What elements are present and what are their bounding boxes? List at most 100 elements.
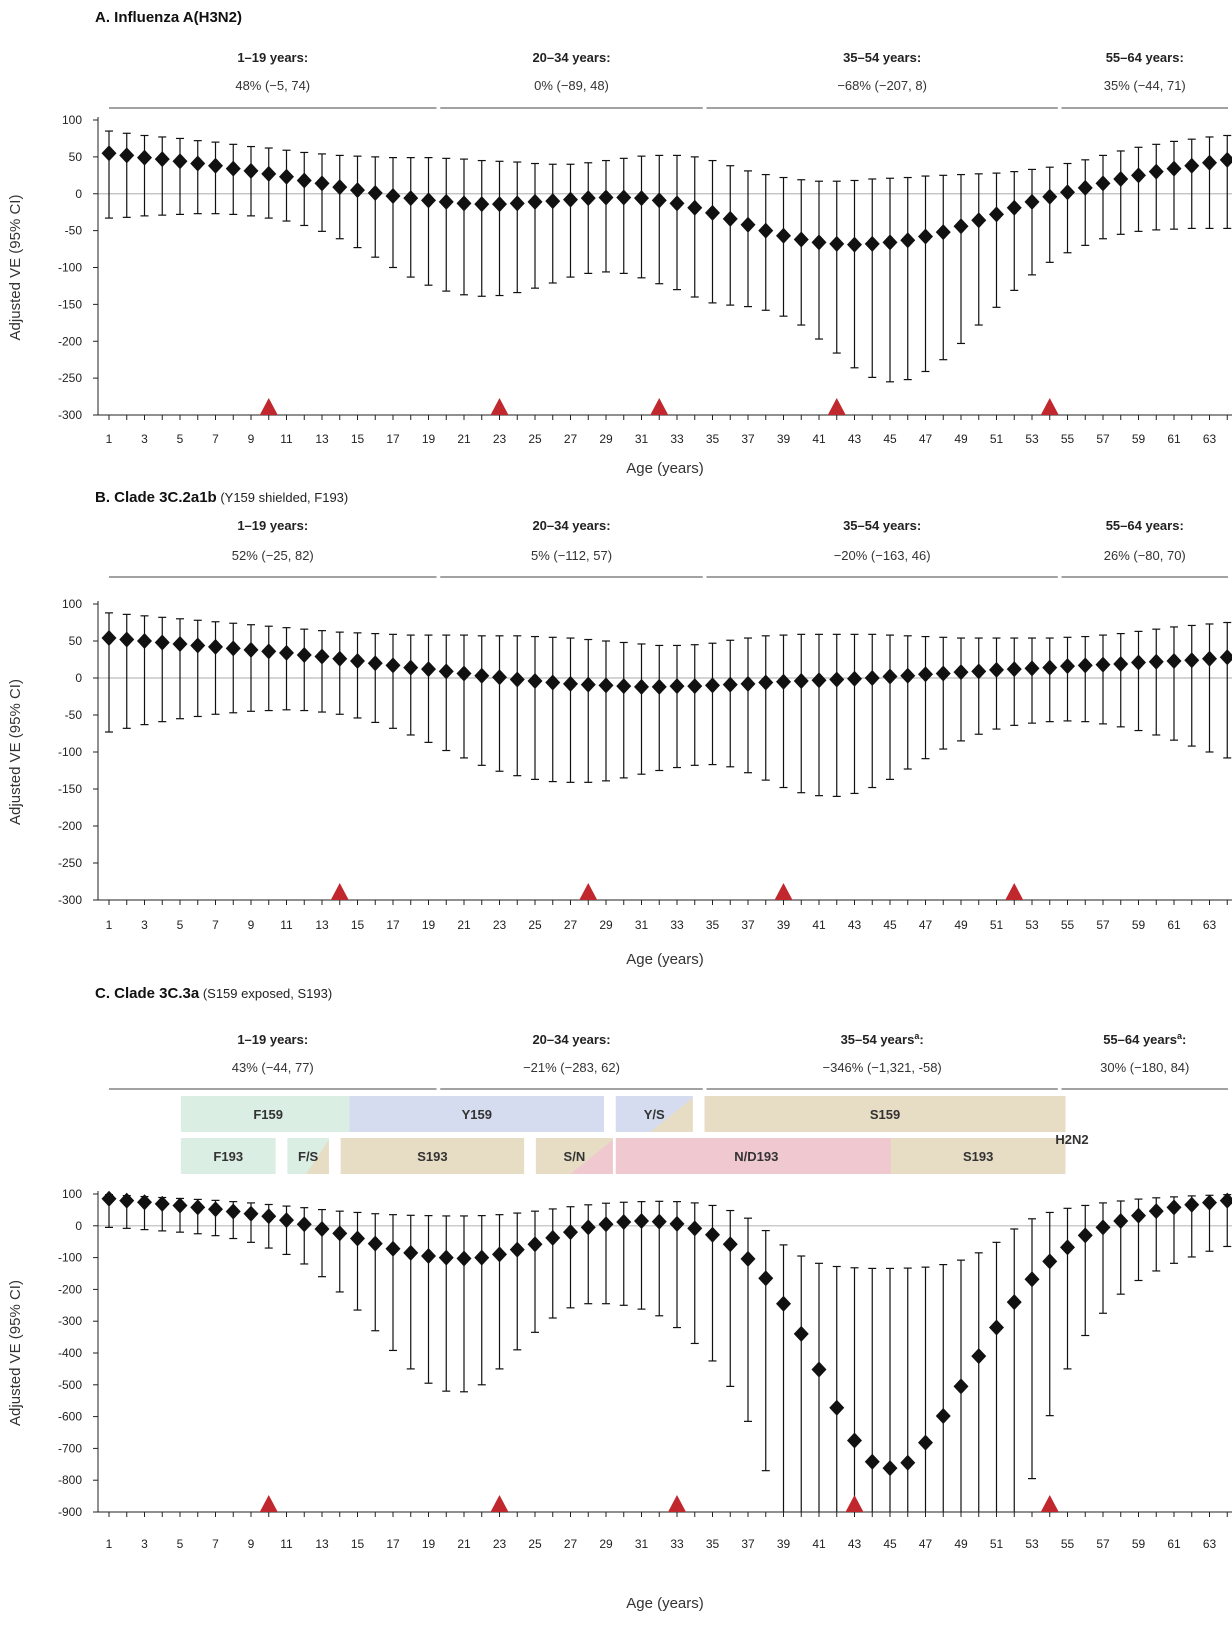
ve-point — [474, 667, 490, 684]
x-tick-label: 25 — [528, 432, 542, 446]
x-tick-label: 33 — [670, 432, 684, 446]
birth-cohort-marker — [1040, 398, 1059, 415]
x-tick-label: 29 — [599, 1537, 613, 1551]
ve-point — [509, 671, 525, 688]
x-tick-label: 1 — [106, 918, 113, 932]
x-tick-label: 7 — [212, 1537, 219, 1551]
x-tick-label: 45 — [883, 1537, 897, 1551]
chart-subtitle: (Y159 shielded, F193) — [217, 490, 349, 505]
x-tick-label: 49 — [954, 432, 968, 446]
clade-bar-label: S159 — [870, 1107, 900, 1122]
ve-point — [918, 666, 933, 683]
x-tick-label: 55 — [1061, 1537, 1075, 1551]
ve-point — [740, 216, 756, 233]
y-tick-label: 100 — [62, 1187, 82, 1201]
x-tick-label: 51 — [990, 918, 1004, 932]
clade-bar-label: F/S — [298, 1149, 319, 1164]
clade-bar — [615, 1138, 897, 1174]
ve-point — [137, 633, 152, 649]
ve-point — [705, 204, 720, 221]
ve-point — [296, 1216, 312, 1233]
ve-point — [296, 647, 312, 664]
ve-point — [953, 664, 969, 681]
ve-point — [350, 652, 365, 669]
chart-title: C. Clade 3C.3a (S159 exposed, S193) — [95, 985, 332, 1002]
x-tick-label: 59 — [1132, 1537, 1146, 1551]
ve-point — [385, 657, 401, 674]
x-axis-label: Age (years) — [626, 1595, 704, 1612]
ve-point — [651, 1213, 667, 1230]
x-tick-label: 27 — [564, 918, 578, 932]
x-tick-label: 63 — [1203, 918, 1217, 932]
ve-point — [1166, 652, 1182, 669]
ve-point — [900, 1454, 916, 1471]
ve-point — [421, 1248, 436, 1265]
ve-point — [687, 199, 703, 216]
age-group-ve: 0% (−89, 48) — [534, 78, 609, 93]
x-tick-label: 21 — [457, 918, 471, 932]
x-tick-label: 13 — [315, 918, 329, 932]
x-tick-label: 5 — [177, 918, 184, 932]
birth-cohort-marker — [1040, 1495, 1059, 1512]
clade-bar-mix — [570, 1139, 613, 1174]
x-tick-label: 17 — [386, 1537, 400, 1551]
x-tick-label: 21 — [457, 1537, 471, 1551]
ve-point — [1184, 157, 1200, 174]
y-tick-label: -150 — [58, 782, 82, 796]
ve-point — [350, 1230, 365, 1247]
birth-cohort-marker — [579, 883, 598, 900]
ve-point — [669, 195, 685, 212]
ve-point — [953, 1378, 969, 1395]
clade-bar — [180, 1096, 356, 1132]
ve-point — [616, 1213, 632, 1230]
ve-point — [1166, 160, 1182, 177]
ve-point — [563, 191, 578, 208]
ve-point — [1219, 1192, 1232, 1209]
x-tick-label: 61 — [1167, 432, 1181, 446]
ve-point — [1024, 193, 1040, 210]
ve-point — [864, 235, 880, 252]
y-tick-label: -200 — [58, 819, 82, 833]
ve-point — [740, 675, 756, 692]
ve-point — [137, 1194, 152, 1211]
ve-point — [261, 165, 277, 182]
x-tick-label: 39 — [777, 1537, 791, 1551]
ve-point — [225, 160, 241, 177]
age-group-ve: −346% (−1,321, -58) — [823, 1060, 942, 1075]
ve-point — [367, 1235, 383, 1252]
ve-point — [1131, 167, 1146, 184]
ve-point — [900, 667, 916, 684]
x-axis-label: Age (years) — [626, 951, 704, 968]
ve-point — [545, 674, 561, 691]
birth-cohort-marker — [650, 398, 669, 415]
age-group-title: 1–19 years: — [237, 1032, 308, 1047]
x-tick-label: 53 — [1025, 1537, 1039, 1551]
ve-point — [438, 663, 454, 680]
age-group-title: 55–64 years: — [1106, 518, 1184, 533]
x-tick-label: 17 — [386, 918, 400, 932]
ve-point — [1006, 1294, 1022, 1311]
y-tick-label: 0 — [75, 1219, 82, 1233]
birth-cohort-marker — [259, 1495, 278, 1512]
age-group-title: 35–54 yearsa: — [841, 1031, 924, 1047]
y-tick-label: -700 — [58, 1441, 82, 1455]
ve-point — [456, 1250, 472, 1267]
x-tick-label: 11 — [280, 1537, 293, 1551]
chart-subtitle: (S159 exposed, S193) — [199, 986, 332, 1001]
ve-point — [953, 218, 969, 235]
ve-point — [1113, 1213, 1129, 1230]
ve-point — [1060, 1239, 1075, 1256]
ve-point — [1219, 151, 1232, 168]
age-group-title: 35–54 years: — [843, 518, 921, 533]
ve-point — [261, 1208, 277, 1225]
ve-point — [1166, 1199, 1182, 1216]
age-group-ve: 26% (−80, 70) — [1104, 548, 1186, 563]
x-tick-label: 33 — [670, 918, 684, 932]
ve-point — [616, 678, 632, 695]
x-tick-label: 11 — [280, 918, 293, 932]
clade-bar-label: F193 — [213, 1149, 243, 1164]
ve-point — [438, 1249, 454, 1266]
x-tick-label: 15 — [351, 1537, 365, 1551]
x-tick-label: 63 — [1203, 1537, 1217, 1551]
ve-point — [261, 643, 277, 660]
